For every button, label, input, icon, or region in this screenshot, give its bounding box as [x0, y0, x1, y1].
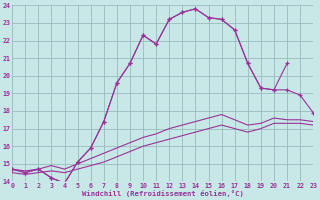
X-axis label: Windchill (Refroidissement éolien,°C): Windchill (Refroidissement éolien,°C) [82, 190, 244, 197]
